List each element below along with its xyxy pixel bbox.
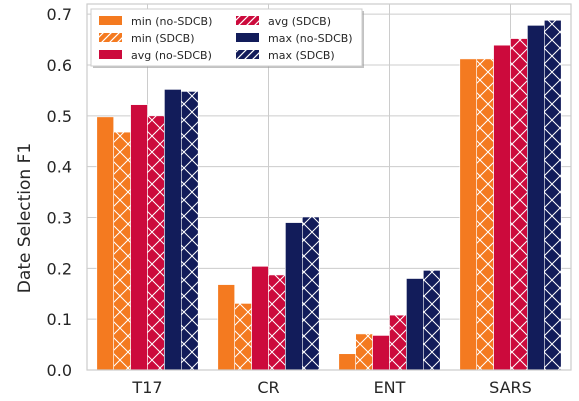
bar	[406, 278, 424, 371]
bar	[164, 89, 182, 371]
bar-hatch	[181, 91, 199, 370]
legend-box	[90, 8, 363, 67]
legend-swatch-hatch	[236, 50, 259, 59]
bar	[130, 104, 148, 371]
bar	[96, 116, 115, 371]
y-tick-label: 0.5	[47, 107, 72, 126]
bar-hatch	[268, 274, 286, 370]
bar-hatch	[544, 20, 562, 371]
bar	[251, 265, 269, 371]
x-tick-label: CR	[257, 378, 279, 397]
bar-hatch	[476, 58, 494, 371]
bar	[493, 44, 511, 371]
y-tick-label: 0.2	[47, 259, 72, 278]
legend-swatch-hatch	[99, 33, 122, 42]
y-tick-label: 0.0	[47, 361, 72, 380]
bar-hatch	[423, 270, 441, 370]
plot-frame	[86, 3, 572, 371]
bar-hatch	[302, 216, 320, 370]
legend-swatch	[236, 33, 259, 42]
y-tick-label: 0.6	[47, 56, 72, 75]
bar-hatch	[389, 315, 407, 370]
legend-label: min (no-SDCB)	[131, 15, 212, 28]
bar	[527, 25, 545, 371]
bar	[372, 335, 390, 371]
x-tick-label: ENT	[374, 378, 406, 397]
legend-swatch	[99, 16, 122, 25]
y-axis-label: Date Selection F1	[15, 143, 35, 293]
y-tick-label: 0.3	[47, 209, 72, 228]
x-tick-label: T17	[131, 378, 162, 397]
bar	[459, 58, 477, 371]
y-tick-label: 0.4	[47, 158, 72, 177]
legend-label: avg (no-SDCB)	[131, 49, 212, 62]
legend-label: min (SDCB)	[131, 32, 195, 45]
legend-swatch-hatch	[236, 16, 259, 25]
bar-hatch	[355, 333, 373, 370]
bars	[96, 19, 562, 371]
legend-label: max (no-SDCB)	[268, 32, 353, 45]
legend-label: avg (SDCB)	[268, 15, 331, 28]
bar-hatch	[147, 115, 165, 370]
bar	[217, 284, 236, 371]
bar	[285, 222, 303, 371]
bar	[338, 353, 356, 371]
x-tick-label: SARS	[489, 378, 532, 397]
bar-hatch	[113, 132, 131, 370]
legend: min (no-SDCB) min (SDCB) avg (no-SDCB) avg …	[90, 8, 364, 68]
legend-label: max (SDCB)	[268, 49, 335, 62]
axes: 0.0 0.1 0.2 0.3 0.4 0.5 0.6 0.7 T17 CR ENT SARS	[47, 3, 572, 397]
bar-hatch	[234, 303, 252, 370]
bar-hatch	[510, 38, 528, 371]
legend-swatch	[99, 50, 122, 59]
y-tick-label: 0.7	[47, 5, 72, 24]
y-tick-label: 0.1	[47, 310, 72, 329]
